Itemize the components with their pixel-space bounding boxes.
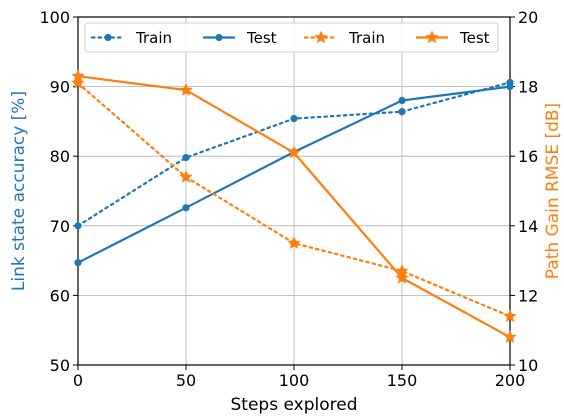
data-point-2 — [290, 115, 298, 123]
legend-box — [84, 22, 499, 53]
y-tick-label-right-3: 16 — [518, 147, 538, 166]
data-point-1 — [179, 170, 193, 183]
y-tick-label-left-2: 70 — [50, 217, 70, 236]
data-point-2 — [287, 236, 301, 249]
legend-label: Test — [246, 29, 277, 47]
y-tick-label-right-2: 14 — [518, 217, 538, 236]
legend-label: Test — [459, 29, 490, 47]
legend-marker — [425, 30, 439, 44]
data-point-1 — [182, 153, 190, 162]
x-tick-label-4: 200 — [495, 371, 526, 390]
y-tick-label-right-1: 12 — [518, 286, 538, 305]
data-point-0 — [71, 69, 85, 82]
x-tick-label-1: 50 — [176, 371, 196, 390]
x-axis-title: Steps explored — [231, 395, 358, 415]
legend-marker — [314, 30, 328, 44]
data-point-2 — [287, 145, 301, 159]
legend-entry-0: Train — [90, 29, 172, 47]
data-point-0 — [74, 222, 82, 230]
x-tick-label-0: 0 — [73, 371, 83, 390]
y-tick-label-left-0: 50 — [50, 356, 70, 375]
legend-label: Train — [135, 29, 172, 47]
legend: Train Test Train Test — [84, 22, 499, 53]
legend-entry-1: Test — [203, 29, 277, 47]
data-point-3 — [398, 96, 406, 105]
data-point-3 — [395, 270, 409, 284]
legend-marker — [215, 33, 223, 42]
y-tick-label-right-4: 18 — [518, 78, 538, 97]
y-axis-title-left: Link state accuracy [%] — [9, 91, 29, 291]
y-tick-label-right-0: 10 — [518, 356, 538, 375]
y-tick-label-left-1: 60 — [50, 286, 70, 305]
series-group — [71, 69, 517, 343]
data-point-1 — [179, 83, 193, 96]
series-0-left-dotted — [74, 78, 514, 230]
data-point-0 — [74, 259, 82, 267]
legend-entry-3: Test — [416, 29, 490, 47]
grid — [77, 16, 511, 366]
y-tick-label-left-5: 100 — [39, 8, 70, 27]
data-point-4 — [506, 83, 514, 91]
legend-marker — [104, 33, 112, 42]
y-tick-label-right-5: 20 — [518, 8, 538, 27]
series-3-right-solid — [71, 69, 517, 343]
x-tick-label-3: 150 — [387, 371, 418, 390]
legend-entry-2: Train — [303, 29, 385, 47]
data-point-4 — [503, 309, 517, 322]
data-point-1 — [182, 204, 190, 212]
data-point-0 — [71, 76, 85, 89]
data-point-3 — [398, 108, 406, 116]
y-axis-title-right: Path Gain RMSE [dB] — [543, 103, 563, 279]
y-tick-label-left-3: 80 — [50, 147, 70, 166]
y-tick-label-left-4: 90 — [50, 78, 70, 97]
legend-label: Train — [348, 29, 385, 47]
data-point-4 — [503, 330, 517, 343]
x-tick-label-2: 100 — [279, 371, 310, 390]
